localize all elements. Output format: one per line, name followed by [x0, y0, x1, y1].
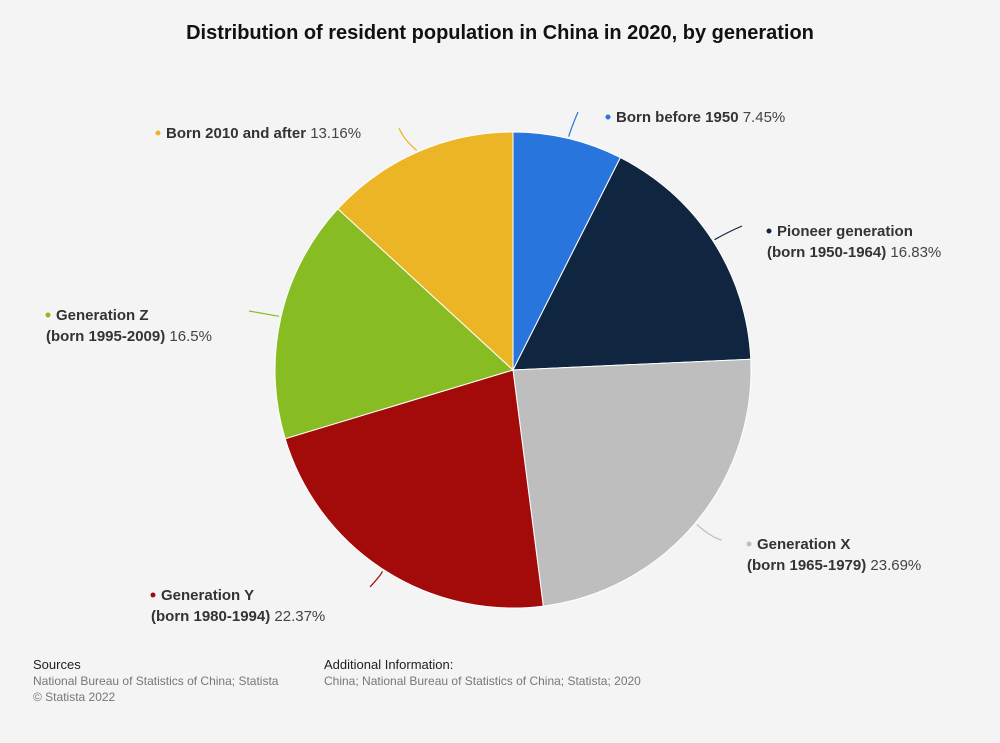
- leader-line-born-2010-and-after: [398, 127, 417, 151]
- sources-block: Sources National Bureau of Statistics of…: [33, 657, 278, 705]
- legend-bullet-born-2010-and-after: [155, 130, 161, 136]
- chart-title: Distribution of resident population in C…: [186, 22, 814, 44]
- legend-bullet-generation-z-born-1995-2009: [45, 312, 51, 318]
- pie-slice-generation-z-born-1995-2009[interactable]: [274, 208, 514, 440]
- pie-slice-generation-x-born-1965-1979[interactable]: [512, 358, 752, 607]
- data-label-born-2010-and-after: Born 2010 and after 13.16%: [155, 125, 361, 142]
- data-value-label: 16.5%: [165, 328, 212, 345]
- leader-line-generation-z-born-1995-2009: [248, 310, 280, 317]
- data-label-line: (born 1950-1964) 16.83%: [767, 244, 941, 261]
- leader-lines-layer: [248, 111, 743, 588]
- additional-info-heading: Additional Information:: [324, 657, 454, 672]
- pie-slice-born-2010-and-after[interactable]: [337, 131, 514, 372]
- data-label-line: (born 1980-1994) 22.37%: [151, 608, 325, 625]
- data-label-born-before-1950: Born before 1950 7.45%: [605, 109, 785, 126]
- data-label-generation-y-born-1980-1994: Generation Y (born 1980-1994) 22.37%: [150, 587, 325, 625]
- data-label-line: Generation Z: [56, 307, 149, 324]
- additional-info-line: China; National Bureau of Statistics of …: [324, 674, 641, 688]
- data-label-line: Born before 1950 7.45%: [616, 109, 785, 126]
- legend-bullet-generation-y-born-1980-1994: [150, 592, 156, 598]
- leader-line-born-before-1950: [568, 111, 579, 137]
- sources-line: National Bureau of Statistics of China; …: [33, 674, 279, 688]
- legend-bullet-pioneer-generation-born-1950-1964: [766, 228, 772, 234]
- additional-info-block: Additional Information: China; National …: [324, 657, 641, 689]
- data-label-generation-x-born-1965-1979: Generation X (born 1965-1979) 23.69%: [746, 536, 921, 574]
- labels-layer: Born before 1950 7.45% Pioneer generation…: [45, 109, 941, 625]
- data-label-line: Born 2010 and after 13.16%: [166, 125, 361, 142]
- data-label-line: (born 1995-2009) 16.5%: [46, 328, 212, 345]
- data-label-line: Generation X: [757, 536, 850, 553]
- data-value-label: 16.83%: [886, 244, 941, 261]
- legend-bullet-generation-x-born-1965-1979: [746, 541, 752, 547]
- pie-slice-pioneer-generation-born-1950-1964[interactable]: [512, 156, 752, 371]
- data-label-line: (born 1965-1979) 23.69%: [747, 557, 921, 574]
- pie-slice-generation-y-born-1980-1994[interactable]: [284, 369, 544, 609]
- legend-bullet-born-before-1950: [605, 114, 611, 120]
- slices-layer: [274, 131, 752, 609]
- leader-line-generation-y-born-1980-1994: [369, 571, 383, 588]
- pie-slice-born-before-1950[interactable]: [512, 131, 622, 371]
- data-label-generation-z-born-1995-2009: Generation Z (born 1995-2009) 16.5%: [45, 307, 212, 345]
- data-value-label: 13.16%: [306, 125, 361, 142]
- leader-line-generation-x-born-1965-1979: [696, 523, 723, 541]
- leader-line-pioneer-generation-born-1950-1964: [714, 225, 743, 241]
- data-value-label: 22.37%: [270, 608, 325, 625]
- data-label-line: Generation Y: [161, 587, 254, 604]
- sources-heading: Sources: [33, 657, 81, 672]
- data-label-pioneer-generation-born-1950-1964: Pioneer generation (born 1950-1964) 16.83…: [766, 223, 941, 261]
- data-value-label: 7.45%: [739, 109, 786, 126]
- copyright-line: © Statista 2022: [33, 690, 116, 704]
- data-label-line: Pioneer generation: [777, 223, 913, 240]
- data-value-label: 23.69%: [866, 557, 921, 574]
